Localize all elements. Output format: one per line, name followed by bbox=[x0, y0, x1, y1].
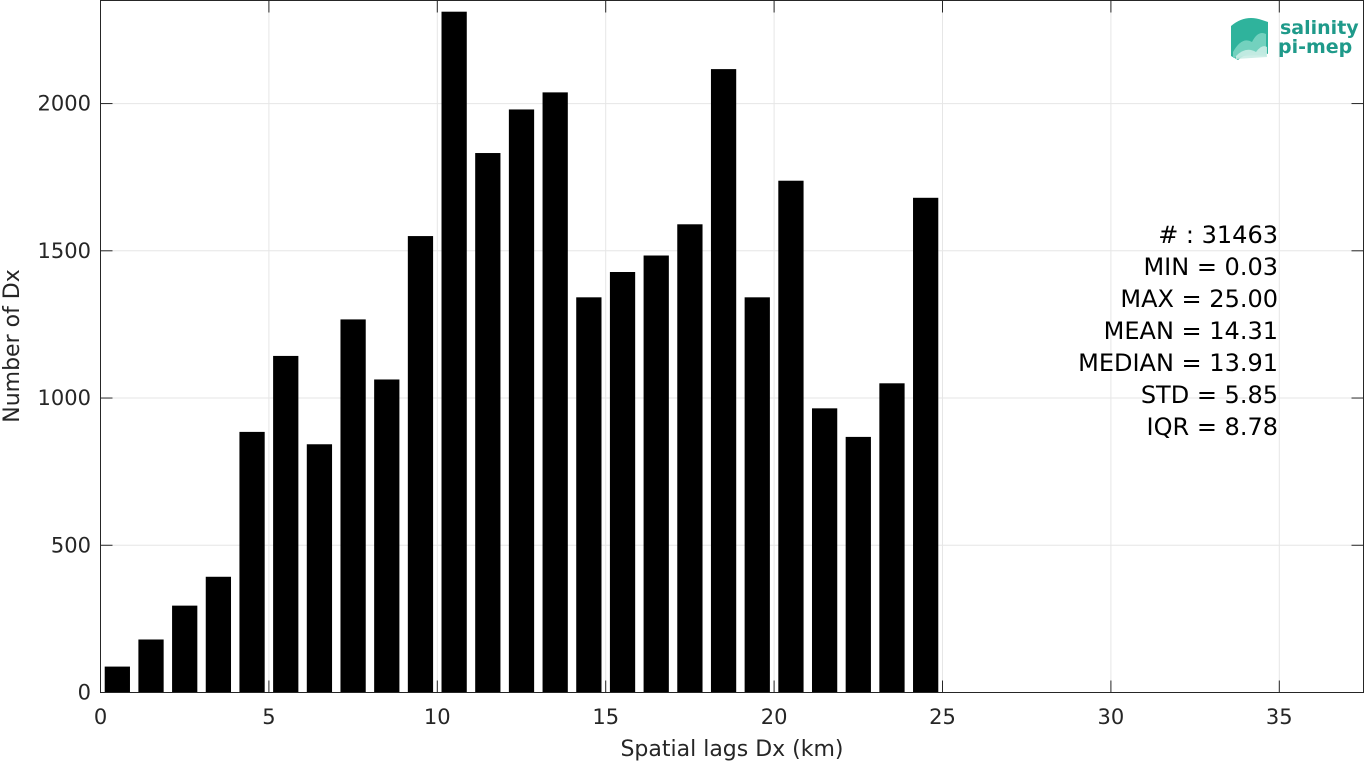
x-tick-label: 35 bbox=[1266, 705, 1293, 729]
statistics-annotation: # : 31463 MIN = 0.03 MAX = 25.00 MEAN = 14.… bbox=[1078, 221, 1278, 441]
histogram-bar bbox=[609, 271, 636, 693]
stat-line: # : 31463 bbox=[1158, 221, 1278, 249]
logo-line1: salinity bbox=[1280, 17, 1359, 39]
histogram-bar bbox=[306, 444, 333, 693]
histogram-bar bbox=[441, 11, 467, 693]
histogram-bar bbox=[542, 92, 568, 693]
histogram-bar bbox=[845, 436, 871, 693]
x-tick-label: 0 bbox=[94, 705, 107, 729]
stat-line: MIN = 0.03 bbox=[1143, 253, 1278, 281]
histogram-bar bbox=[879, 383, 905, 693]
histogram-bar bbox=[677, 224, 703, 693]
tick-marks bbox=[100, 0, 1364, 693]
y-tick-label: 0 bbox=[78, 681, 91, 705]
histogram-bar bbox=[475, 153, 501, 693]
stat-line: MEAN = 14.31 bbox=[1104, 317, 1278, 345]
histogram-bar bbox=[710, 69, 737, 693]
x-tick-label: 10 bbox=[424, 705, 451, 729]
logo-line2: pi-mep bbox=[1278, 36, 1352, 58]
y-tick-labels: 0 500 1000 1500 2000 bbox=[38, 92, 91, 705]
stat-line: IQR = 8.78 bbox=[1147, 413, 1278, 441]
histogram-bar bbox=[576, 297, 602, 693]
histogram-bar bbox=[407, 236, 434, 693]
histogram-bar bbox=[508, 109, 535, 693]
histogram-bar bbox=[913, 197, 939, 693]
x-tick-label: 15 bbox=[592, 705, 619, 729]
y-tick-label: 1500 bbox=[38, 239, 91, 263]
x-tick-label: 25 bbox=[929, 705, 956, 729]
salinity-pimep-logo: salinity pi-mep bbox=[1231, 17, 1359, 60]
histogram-bar bbox=[273, 355, 299, 693]
bars bbox=[104, 11, 939, 693]
plot-frame bbox=[100, 0, 1364, 693]
histogram-bar bbox=[643, 255, 669, 693]
y-tick-label: 2000 bbox=[38, 92, 91, 116]
x-tick-labels: 0 5 10 15 20 25 30 35 bbox=[94, 705, 1293, 729]
x-tick-label: 30 bbox=[1098, 705, 1125, 729]
x-tick-label: 5 bbox=[262, 705, 275, 729]
x-axis-title: Spatial lags Dx (km) bbox=[620, 737, 843, 762]
histogram-bar bbox=[778, 180, 804, 693]
y-axis-title: Number of Dx bbox=[0, 269, 25, 423]
histogram-bar bbox=[104, 666, 130, 693]
y-tick-label: 500 bbox=[51, 533, 91, 557]
stat-line: MAX = 25.00 bbox=[1120, 285, 1278, 313]
stat-line: STD = 5.85 bbox=[1141, 381, 1278, 409]
y-tick-label: 1000 bbox=[38, 386, 91, 410]
histogram-bar bbox=[374, 379, 400, 693]
histogram-bar bbox=[239, 431, 265, 693]
logo-mark-icon bbox=[1231, 18, 1268, 60]
histogram-bar bbox=[138, 639, 164, 693]
histogram-bar bbox=[205, 576, 232, 693]
x-tick-label: 20 bbox=[761, 705, 788, 729]
histogram-bar bbox=[340, 319, 366, 693]
stat-line: MEDIAN = 13.91 bbox=[1078, 349, 1278, 377]
histogram-bar bbox=[744, 297, 770, 693]
histogram-bar bbox=[172, 605, 198, 693]
histogram-bar bbox=[811, 408, 838, 693]
